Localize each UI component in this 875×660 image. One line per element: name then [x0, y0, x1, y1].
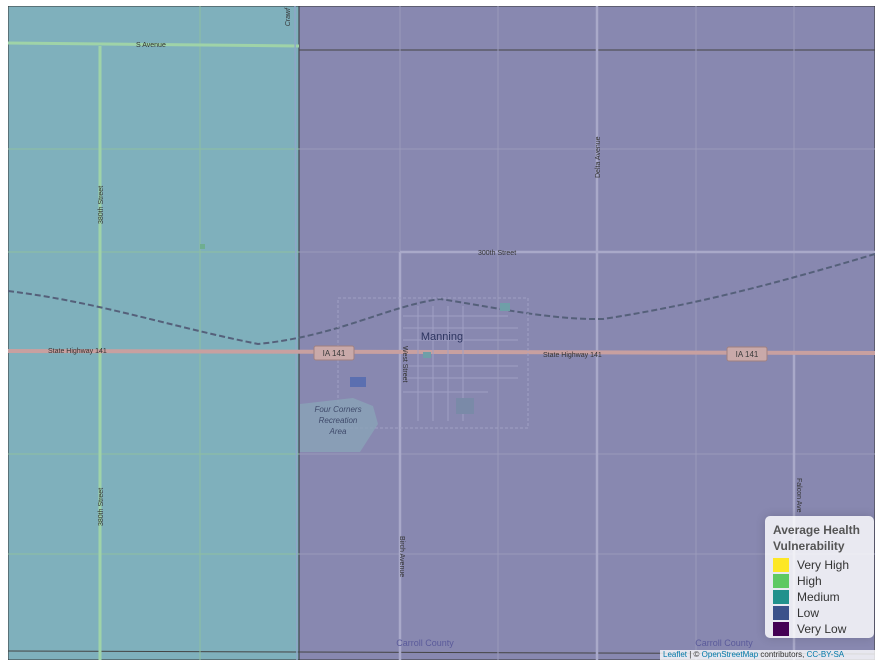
- label-recreation-line2: Recreation: [319, 416, 358, 425]
- legend-swatch: [773, 558, 789, 572]
- legend-swatch: [773, 590, 789, 604]
- label-west-street: West Street: [401, 346, 408, 382]
- highway-shield-east: IA 141: [726, 346, 768, 362]
- label-carroll-county-left: Carroll County: [396, 638, 454, 648]
- label-380th-street-top: 380th Street: [98, 186, 105, 224]
- attribution: Leaflet | © OpenStreetMap contributors, …: [660, 650, 875, 660]
- license-link[interactable]: CC-BY-SA: [806, 650, 845, 659]
- legend-swatch: [773, 574, 789, 588]
- legend-label: Low: [797, 606, 820, 620]
- road-s-avenue: [8, 41, 300, 48]
- label-300th-street: 300th Street: [478, 250, 516, 257]
- highway-shield-west: IA 141: [313, 345, 355, 361]
- label-manning: Manning: [421, 331, 463, 343]
- legend-item-high: High: [773, 573, 866, 589]
- leaflet-link[interactable]: Leaflet: [663, 650, 688, 659]
- label-birch-avenue: Birch Avenue: [398, 536, 405, 577]
- attribution-contributors: contributors,: [758, 650, 807, 659]
- label-delta-avenue: Delta Avenue: [595, 136, 602, 178]
- road-crawford: [294, 6, 298, 660]
- legend-item-very-low: Very Low: [773, 621, 866, 637]
- legend-title-line2: Vulnerability: [773, 539, 845, 553]
- legend: Average Health Vulnerability Very High H…: [765, 516, 874, 638]
- label-carroll-county-right: Carroll County: [695, 638, 753, 648]
- svg-text:IA 141: IA 141: [323, 349, 346, 358]
- label-state-highway-west: State Highway 141: [48, 348, 107, 355]
- map-canvas[interactable]: S Avenue 380th Street 380th Street 300th…: [8, 6, 875, 660]
- legend-label: Very High: [797, 558, 850, 572]
- recreation-area[interactable]: [300, 398, 378, 452]
- railroad: [8, 253, 875, 346]
- label-crawford: Crawf: [285, 7, 292, 26]
- label-state-highway-east: State Highway 141: [543, 352, 602, 359]
- legend-title: Average Health Vulnerability: [773, 522, 866, 554]
- label-s-avenue: S Avenue: [136, 42, 166, 49]
- legend-item-very-high: Very High: [773, 557, 866, 573]
- legend-label: Very Low: [797, 622, 847, 636]
- region-west-medium[interactable]: [8, 6, 300, 660]
- label-recreation-line1: Four Corners: [314, 405, 361, 414]
- label-falcon-avenue: Falcon Ave: [795, 478, 802, 513]
- label-recreation-line3: Area: [329, 427, 347, 436]
- legend-label: High: [797, 574, 822, 588]
- svg-text:IA 141: IA 141: [736, 350, 759, 359]
- legend-swatch: [773, 606, 789, 620]
- legend-item-low: Low: [773, 605, 866, 621]
- legend-swatch: [773, 622, 789, 636]
- legend-item-medium: Medium: [773, 589, 866, 605]
- attribution-separator: | ©: [687, 650, 702, 659]
- label-380th-street-bottom: 380th Street: [98, 488, 105, 526]
- legend-label: Medium: [797, 590, 840, 604]
- legend-title-line1: Average Health: [773, 523, 860, 537]
- osm-link[interactable]: OpenStreetMap: [701, 650, 759, 659]
